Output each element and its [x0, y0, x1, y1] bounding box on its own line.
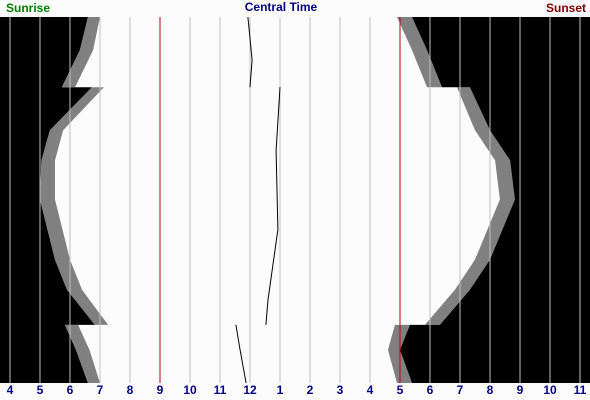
- solar-noon-line: [265, 87, 281, 325]
- x-tick-label: 7: [97, 383, 104, 397]
- x-tick-label: 11: [574, 383, 587, 397]
- x-tick-label: 8: [127, 383, 134, 397]
- x-tick-label: 9: [157, 383, 164, 397]
- x-tick-label: 10: [183, 383, 197, 397]
- x-tick-label: 6: [67, 383, 74, 397]
- solar-noon-line: [235, 324, 247, 384]
- x-tick-label: 4: [367, 383, 374, 397]
- x-tick-label: 8: [487, 383, 494, 397]
- twilight-morning: [39, 17, 109, 383]
- twilight-evening: [388, 17, 515, 383]
- solar-noon-line: [247, 16, 253, 88]
- x-tick-label: 6: [427, 383, 434, 397]
- x-tick-label: 12: [243, 383, 257, 397]
- x-tick-label: 4: [7, 383, 14, 397]
- x-tick-label: 5: [397, 383, 404, 397]
- left-label: Sunrise: [6, 1, 50, 15]
- night-area-morning: [0, 17, 95, 383]
- x-tick-label: 11: [214, 383, 227, 397]
- x-tick-label: 7: [457, 383, 464, 397]
- x-tick-label: 3: [337, 383, 344, 397]
- x-tick-label: 9: [517, 383, 524, 397]
- header: [0, 0, 590, 17]
- x-tick-label: 5: [37, 383, 44, 397]
- x-tick-label: 1: [277, 383, 284, 397]
- x-tick-label: 10: [543, 383, 557, 397]
- right-label: Sunset: [546, 1, 586, 15]
- night-area-evening: [400, 17, 590, 383]
- chart-title: Central Time: [245, 0, 318, 14]
- x-tick-label: 2: [307, 383, 314, 397]
